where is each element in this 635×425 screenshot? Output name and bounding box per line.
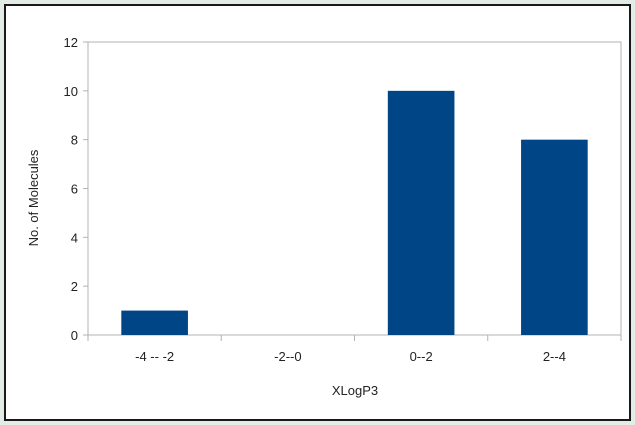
bar — [121, 310, 188, 335]
y-tick-label: 0 — [71, 328, 78, 343]
bar — [521, 139, 588, 335]
y-tick-label: 4 — [71, 230, 78, 245]
x-tick-label: -2--0 — [274, 349, 301, 364]
x-tick-label: -4 -- -2 — [135, 349, 174, 364]
y-tick-label: 10 — [64, 84, 78, 99]
bar — [387, 90, 455, 335]
x-tick-label: 0--2 — [410, 349, 433, 364]
y-tick-label: 12 — [64, 35, 78, 50]
y-tick-label: 6 — [71, 182, 78, 197]
y-axis-title: No. of Molecules — [26, 149, 41, 246]
y-tick-label: 2 — [71, 279, 78, 294]
x-tick-label: 2--4 — [543, 349, 566, 364]
x-axis-title: XLogP3 — [332, 383, 378, 398]
plot-area: 0 2 4 6 8 10 12 -4 -- -2 -2--0 0--2 2--4 — [64, 35, 622, 364]
y-tick-label: 8 — [71, 133, 78, 148]
